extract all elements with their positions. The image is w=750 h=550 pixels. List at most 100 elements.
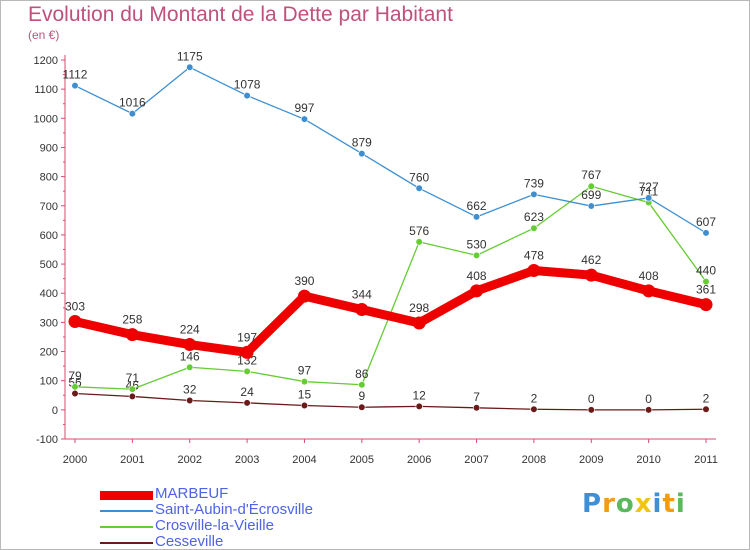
data-label: 24 — [240, 385, 254, 399]
data-point — [472, 404, 481, 412]
data-label: 258 — [122, 313, 142, 327]
y-tick-label: 700 — [40, 201, 58, 213]
x-tick-label: 2005 — [350, 454, 374, 466]
y-tick-label: 1000 — [34, 113, 58, 125]
data-point — [530, 190, 538, 198]
data-label: 760 — [409, 170, 429, 184]
data-point — [645, 194, 653, 202]
data-label: 1112 — [63, 68, 88, 82]
data-point — [702, 405, 710, 413]
y-tick-label: 900 — [40, 142, 58, 154]
data-point — [71, 383, 79, 391]
data-point — [530, 405, 538, 413]
logo-letter: i — [675, 489, 686, 519]
x-tick-label: 2010 — [636, 454, 660, 466]
data-label: 699 — [581, 188, 601, 202]
logo-letter: x — [634, 489, 653, 519]
y-tick-label: 1100 — [34, 84, 58, 96]
data-point — [128, 110, 136, 118]
data-label: 303 — [65, 300, 85, 314]
data-point — [297, 289, 311, 303]
data-point — [645, 406, 653, 414]
chart-title: Evolution du Montant de la Dette par Hab… — [28, 3, 453, 26]
y-tick-label: 200 — [40, 347, 58, 359]
data-label: 15 — [298, 387, 312, 401]
x-tick-label: 2003 — [235, 454, 259, 466]
data-point — [71, 82, 79, 90]
data-label: 1175 — [177, 49, 203, 63]
series-line — [74, 392, 707, 411]
logo-letter: P — [582, 489, 603, 519]
data-point — [186, 63, 194, 71]
data-label: 361 — [696, 283, 716, 297]
data-point — [472, 213, 481, 221]
legend-label: MARBEUF — [155, 485, 229, 502]
data-point — [358, 403, 366, 411]
data-label: 662 — [467, 199, 487, 213]
x-tick-label: 2009 — [579, 454, 603, 466]
data-label: 739 — [524, 176, 544, 190]
data-point — [527, 263, 541, 277]
line-chart: -100010020030040050060070080090010001100… — [34, 49, 718, 466]
legend-swatch — [100, 542, 153, 544]
data-point — [71, 389, 79, 398]
data-point — [587, 406, 595, 414]
data-label: 0 — [588, 392, 595, 406]
data-point — [358, 381, 366, 389]
data-label: 462 — [581, 253, 601, 267]
series-line — [74, 66, 707, 234]
data-point — [415, 402, 423, 410]
logo-letter: t — [662, 489, 676, 519]
data-point — [415, 184, 423, 192]
data-label: 623 — [524, 210, 544, 224]
x-tick-label: 2001 — [120, 454, 144, 466]
data-label: 390 — [294, 274, 314, 288]
data-point — [702, 277, 710, 286]
series-line — [74, 185, 707, 390]
data-label: 2 — [531, 391, 538, 405]
y-tick-label: 100 — [40, 376, 58, 388]
data-label: 9 — [358, 389, 365, 403]
data-point — [183, 338, 197, 352]
data-label: 727 — [639, 180, 659, 194]
data-label: 711 — [639, 185, 658, 199]
x-tick-label: 2000 — [63, 454, 87, 466]
data-label: 224 — [180, 323, 200, 337]
data-point — [300, 115, 309, 123]
data-label: 71 — [126, 371, 140, 385]
x-tick-label: 2004 — [292, 454, 316, 466]
legend-swatch — [100, 510, 153, 512]
data-point — [186, 396, 194, 405]
data-point — [642, 284, 656, 298]
data-label: 298 — [409, 301, 429, 315]
legend-swatch — [100, 526, 153, 528]
data-label: 478 — [524, 248, 544, 262]
legend-label: Cesseville — [155, 533, 224, 550]
logo-letter: o — [615, 489, 635, 519]
data-point — [300, 377, 309, 386]
logo-letter: r — [602, 489, 616, 519]
y-tick-label: -100 — [36, 434, 58, 446]
legend-label: Saint-Aubin-d'Écrosville — [155, 501, 313, 518]
data-label: 79 — [68, 369, 82, 383]
data-label: 767 — [581, 168, 601, 182]
data-label: 7 — [473, 390, 480, 404]
x-tick-label: 2002 — [177, 454, 201, 466]
data-label: 0 — [645, 392, 652, 406]
data-label: 997 — [294, 101, 314, 115]
data-point — [584, 268, 598, 282]
data-label: 86 — [355, 367, 369, 381]
data-point — [243, 367, 251, 375]
data-point — [186, 363, 194, 371]
data-label: 344 — [352, 288, 372, 302]
logo-letter: i — [652, 489, 663, 519]
data-point — [530, 224, 538, 232]
x-tick-label: 2007 — [464, 454, 488, 466]
data-point — [240, 345, 254, 359]
data-point — [243, 91, 251, 100]
data-label: 12 — [413, 388, 427, 402]
legend-label: Crosville-la-Vieille — [155, 517, 274, 534]
data-label: 607 — [696, 215, 716, 229]
data-point — [587, 202, 595, 210]
data-label: 440 — [696, 264, 716, 278]
